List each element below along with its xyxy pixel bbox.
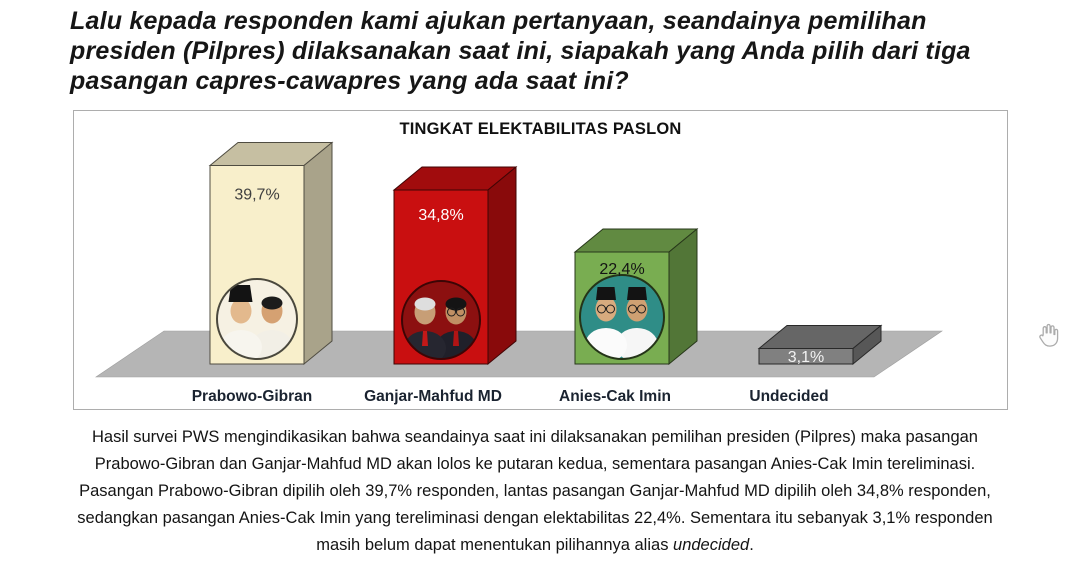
anies-cak-imin-photo: [580, 275, 664, 359]
bar-value-label: 3,1%: [788, 349, 824, 366]
bar-front-face: [758, 348, 854, 365]
summary-text: Hasil survei PWS mengindikasikan bahwa s…: [77, 428, 993, 554]
bar-category-label: Anies-Cak Imin: [559, 388, 671, 405]
bar-group-ganjar-mahfud-md: 34,8% Ganjar-Mahfud MD: [364, 165, 518, 405]
hand-grab-cursor-icon: [1039, 323, 1059, 347]
bar-value-label: 22,4%: [599, 261, 644, 278]
bar-side-face: [487, 165, 517, 366]
chart-title: TINGKAT ELEKTABILITAS PASLON: [399, 120, 682, 138]
bar-side-face: [303, 141, 333, 366]
bar-value-label: 39,7%: [234, 187, 279, 204]
summary-italic-word: undecided: [673, 536, 750, 554]
summary-suffix: .: [749, 536, 754, 554]
photo-ring: [216, 278, 298, 360]
bar-category-label: Prabowo-Gibran: [192, 388, 313, 405]
bar-group-undecided: 3,1% Undecided: [749, 324, 883, 405]
summary-paragraph: Hasil survei PWS mengindikasikan bahwa s…: [75, 424, 995, 559]
electability-bar-chart: 39,7% Prabowo-Gibran 34,8% Ganjar-Mahfud MD…: [95, 141, 943, 405]
bar-category-label: Ganjar-Mahfud MD: [364, 388, 502, 405]
question-title: Lalu kepada responden kami ajukan pertan…: [70, 7, 971, 95]
bar-side-face: [668, 227, 698, 366]
bar-category-label: Undecided: [749, 388, 828, 405]
photo-ring: [579, 274, 665, 360]
bar-group-anies-cak-imin: 22,4% Anies-Cak Imin: [559, 227, 699, 405]
bar-group-prabowo-gibran: 39,7% Prabowo-Gibran: [192, 141, 334, 405]
bar-value-label: 34,8%: [418, 207, 463, 224]
electability-chart-panel: 39,7% Prabowo-Gibran 34,8% Ganjar-Mahfud MD…: [73, 110, 1008, 410]
photo-ring: [401, 280, 481, 360]
ganjar-mahfud-md-photo: [402, 281, 480, 359]
